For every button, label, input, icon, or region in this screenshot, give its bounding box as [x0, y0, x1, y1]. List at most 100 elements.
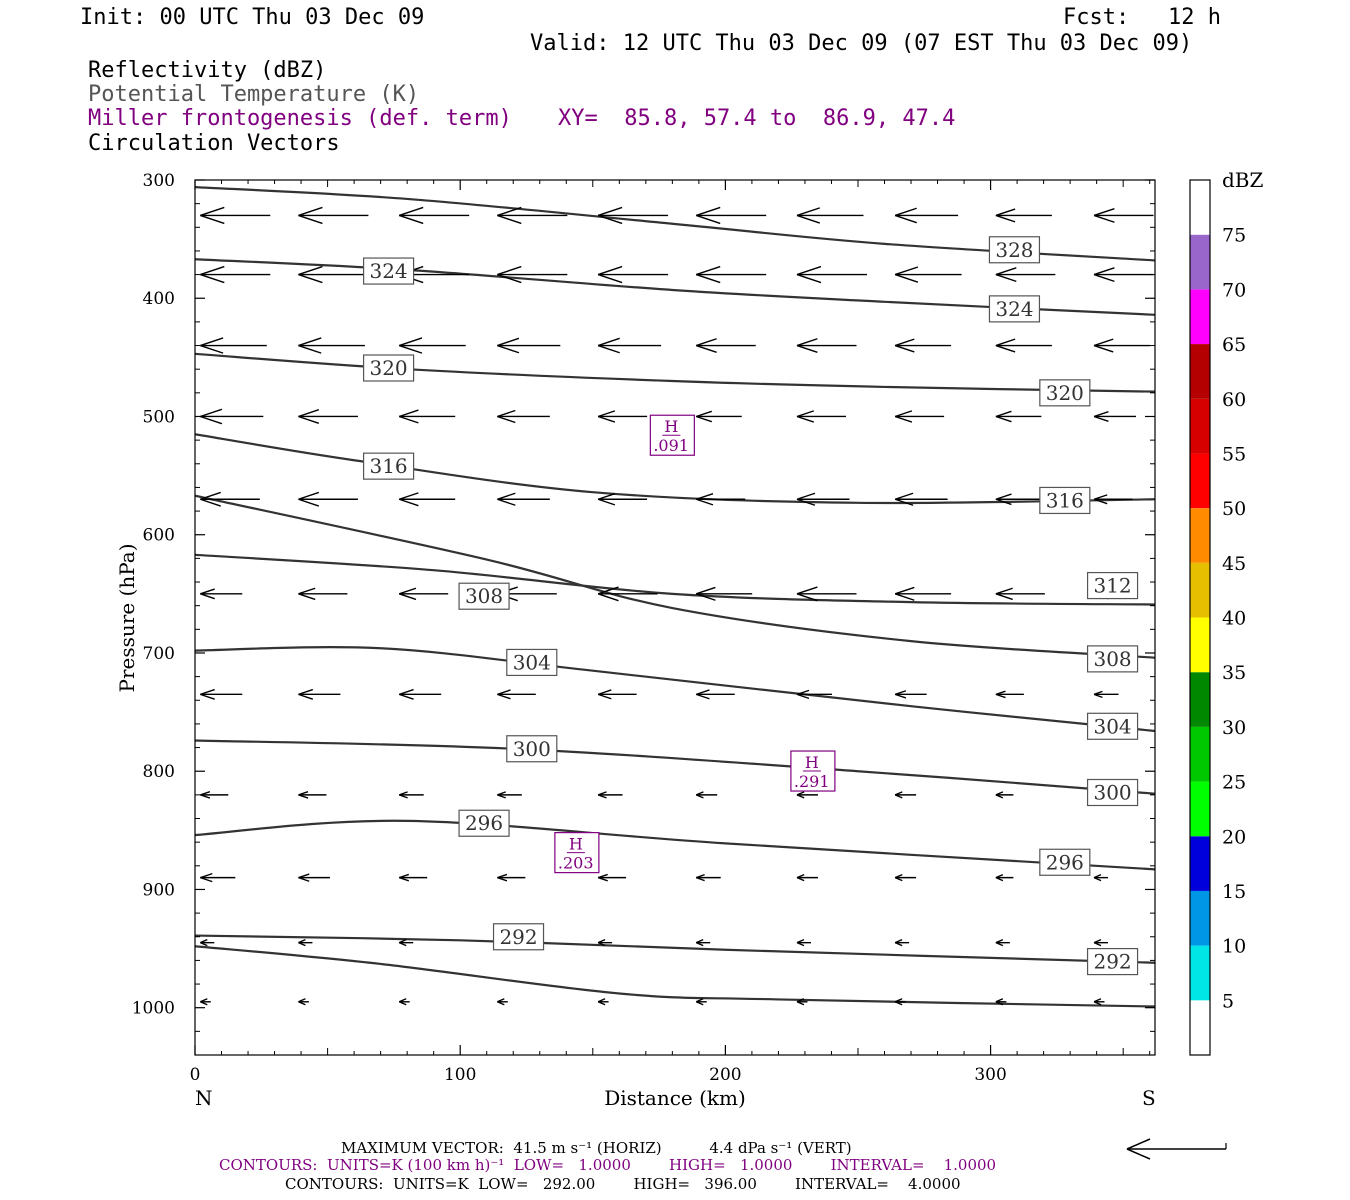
colorbar-level-label: 35	[1222, 662, 1246, 684]
colorbar-level-label: 70	[1222, 279, 1246, 301]
theta-contour-304	[195, 646, 1155, 733]
circulation-vector	[894, 492, 948, 506]
contour-label-308: 308	[1086, 645, 1139, 673]
contour-label-text: 308	[1093, 647, 1131, 671]
contour-label-box	[1039, 848, 1091, 876]
vector-head	[695, 492, 714, 506]
colorbar-segment	[1190, 234, 1210, 290]
vector-head	[1093, 939, 1102, 947]
circulation-vector	[597, 791, 623, 799]
colorbar-level-label: 40	[1222, 608, 1246, 630]
vector-head	[298, 206, 323, 225]
frontogenesis-max-value: .091	[653, 436, 689, 455]
contour-label-text: 304	[1093, 714, 1131, 738]
circulation-vector	[200, 206, 271, 225]
circulation-vector	[398, 791, 424, 799]
contour-label-304: 304	[1086, 712, 1139, 740]
frontogenesis-max: H.091	[649, 414, 695, 456]
contour-label-300: 300	[1086, 778, 1139, 807]
circulation-vector	[695, 206, 767, 225]
colorbar-level-label: 50	[1222, 498, 1246, 520]
circulation-vector	[995, 690, 1024, 699]
vector-head	[1093, 690, 1103, 699]
circulation-vector	[398, 688, 442, 700]
y-tick-label: 400	[143, 289, 175, 309]
theta-contour-296	[195, 819, 1155, 871]
circulation-vector	[497, 409, 550, 424]
circulation-vector	[1093, 873, 1109, 882]
vector-head	[597, 998, 606, 1006]
circulation-vector	[497, 689, 536, 700]
circulation-vector	[995, 998, 1007, 1006]
footer-contours-frontogenesis: CONTOURS: UNITS=K (100 km h)⁻¹ LOW= 1.00…	[219, 1156, 997, 1174]
contour-label-296: 296	[458, 809, 510, 837]
contour-label-316: 316	[1039, 486, 1091, 515]
circulation-vector	[695, 873, 721, 882]
colorbar-level-label: 30	[1222, 717, 1246, 739]
circulation-vector	[796, 338, 857, 354]
colorbar-segment	[1190, 562, 1210, 618]
circulation-vector	[200, 791, 229, 799]
frontogenesis-max: H.291	[790, 750, 836, 792]
vector-head	[200, 491, 221, 507]
theta-contour-308	[195, 494, 1155, 659]
circulation-vector	[796, 265, 867, 284]
vector-head	[200, 265, 225, 284]
vector-head	[796, 998, 805, 1006]
contour-label-box	[1086, 778, 1139, 807]
vector-head	[497, 998, 505, 1006]
circulation-vector	[796, 586, 857, 602]
vector-head	[894, 492, 914, 506]
circulation-vector	[796, 791, 818, 799]
vector-head	[995, 493, 1012, 506]
contour-label-box	[988, 295, 1041, 323]
vector-head	[497, 337, 520, 354]
vector-head	[398, 587, 417, 601]
vector-head	[398, 873, 410, 882]
vector-head	[298, 265, 323, 284]
field-circulation-vectors: Circulation Vectors	[88, 131, 340, 156]
circulation-vector	[695, 791, 718, 799]
circulation-vector	[1093, 208, 1154, 223]
frontogenesis-max-label: H	[805, 753, 819, 772]
contour-label-text: 324	[369, 259, 407, 283]
circulation-vector	[1093, 411, 1137, 422]
theta-contour-292	[195, 934, 1155, 964]
x-tick-label: 0	[190, 1065, 201, 1085]
contour-label-box	[988, 236, 1041, 264]
circulation-vector	[796, 873, 818, 882]
vector-head	[995, 939, 1004, 947]
vector-head	[995, 267, 1017, 283]
circulation-vector	[995, 791, 1014, 799]
contour-label-292: 292	[1086, 947, 1139, 976]
circulation-vector	[796, 998, 808, 1006]
circulation-vector	[398, 492, 456, 507]
circulation-vector	[995, 493, 1042, 506]
circulation-vector	[995, 410, 1042, 423]
vector-head	[894, 998, 903, 1006]
circulation-vector	[200, 337, 267, 354]
vector-head	[200, 998, 208, 1006]
vector-head	[695, 791, 704, 799]
vector-head	[597, 791, 607, 799]
vector-head	[796, 586, 818, 602]
contour-label-308: 308	[458, 582, 510, 610]
vector-head	[796, 492, 816, 506]
colorbar-level-label: 75	[1222, 225, 1246, 247]
circulation-vector	[1093, 939, 1109, 947]
contour-label-box	[1039, 486, 1091, 515]
vector-head	[398, 998, 407, 1006]
contour-label-text: 328	[995, 238, 1033, 262]
colorbar-segment	[1190, 289, 1210, 345]
circulation-vector	[695, 689, 735, 700]
circulation-vector	[497, 791, 522, 799]
vector-head	[894, 791, 903, 799]
vector-head	[796, 689, 810, 700]
circulation-vector	[398, 998, 410, 1006]
y-tick-label: 1000	[132, 999, 175, 1019]
reference-vector-head	[1126, 1138, 1151, 1160]
vector-head	[200, 872, 213, 883]
vector-head	[995, 791, 1004, 799]
contour-label-text: 300	[513, 737, 551, 761]
